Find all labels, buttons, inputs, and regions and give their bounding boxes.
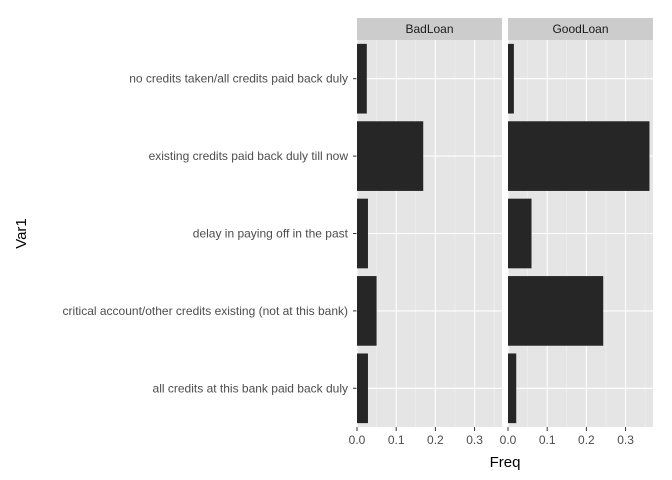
y-tick-label: existing credits paid back duly till now — [149, 149, 349, 163]
panel-badloan: BadLoan 0.0 0.1 0.2 0.3 — [349, 18, 502, 447]
bar-badloan-2 — [357, 198, 368, 269]
y-tick-label: no credits taken/all credits paid back d… — [129, 72, 348, 86]
strip-background — [508, 18, 653, 40]
bar-badloan-3 — [357, 276, 377, 346]
bar-goodloan-3 — [508, 276, 604, 346]
y-tick-label: critical account/other credits existing … — [63, 304, 348, 318]
x-tick-label: 0.3 — [617, 433, 634, 447]
x-tick-label: 0.2 — [578, 433, 595, 447]
bar-goodloan-2 — [508, 198, 532, 269]
y-tick-label: delay in paying off in the past — [193, 227, 349, 241]
x-tick-label: 0.1 — [388, 433, 405, 447]
y-axis-title: Var1 — [13, 218, 30, 249]
x-tick-label: 0.1 — [539, 433, 556, 447]
strip-label: BadLoan — [405, 22, 453, 36]
bar-goodloan-1 — [508, 121, 650, 191]
panel-goodloan: GoodLoan 0.0 0.1 0.2 0.3 — [500, 18, 653, 447]
bar-badloan-4 — [357, 353, 368, 424]
bar-goodloan-4 — [508, 353, 517, 424]
x-tick-label: 0.0 — [349, 433, 366, 447]
x-tick-label: 0.2 — [427, 433, 444, 447]
x-tick-label: 0.0 — [500, 433, 517, 447]
bar-badloan-0 — [357, 43, 367, 114]
x-tick-label: 0.3 — [466, 433, 483, 447]
bar-goodloan-0 — [508, 43, 514, 114]
y-tick-label: all credits at this bank paid back duly — [153, 381, 348, 395]
bar-badloan-1 — [357, 121, 424, 191]
y-axis-tick-labels: no credits taken/all credits paid back d… — [63, 72, 357, 395]
x-axis-title: Freq — [490, 454, 521, 471]
strip-background — [357, 18, 502, 40]
chart-panels: BadLoan 0.0 0.1 0.2 0.3 GoodLoan 0.0 0.1 0.2 0.3 — [349, 18, 653, 447]
strip-label: GoodLoan — [552, 22, 608, 36]
